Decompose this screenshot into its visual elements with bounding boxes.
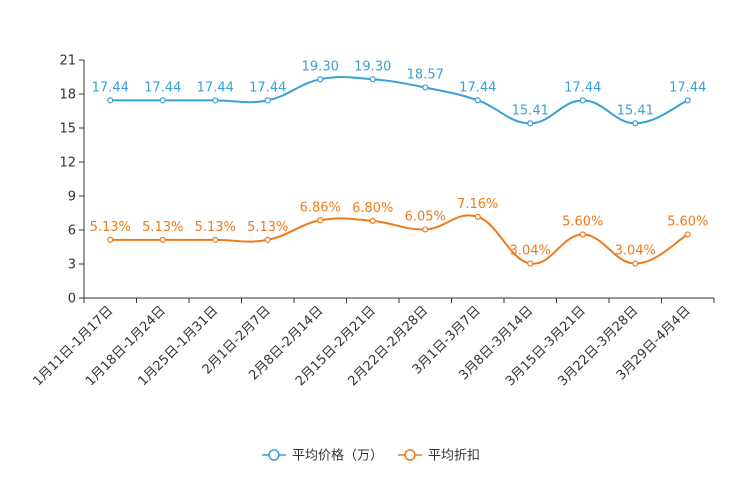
data-label: 17.44 xyxy=(249,80,286,95)
legend-marker-icon xyxy=(404,449,416,461)
data-label: 17.44 xyxy=(459,80,496,95)
data-label: 5.60% xyxy=(667,215,708,230)
data-point[interactable] xyxy=(317,76,324,83)
data-label: 3.04% xyxy=(615,244,656,259)
data-point[interactable] xyxy=(264,236,271,243)
y-tick-label: 15 xyxy=(59,122,76,137)
data-label: 5.60% xyxy=(562,215,603,230)
data-point[interactable] xyxy=(684,97,691,104)
data-label: 5.13% xyxy=(90,220,131,235)
data-label: 6.05% xyxy=(405,209,446,224)
data-label: 17.44 xyxy=(144,80,181,95)
data-point[interactable] xyxy=(107,236,114,243)
data-label: 17.44 xyxy=(564,80,601,95)
data-label: 5.13% xyxy=(142,220,183,235)
data-label: 17.44 xyxy=(92,80,129,95)
data-label: 17.44 xyxy=(197,80,234,95)
y-tick-label: 18 xyxy=(59,88,76,103)
data-label: 5.13% xyxy=(195,220,236,235)
y-tick-label: 6 xyxy=(68,224,76,239)
data-point[interactable] xyxy=(579,97,586,104)
data-point[interactable] xyxy=(159,236,166,243)
series-avg-price: 17.44 17.44 17.44 17.44 19.30 19.30 18.57 17.44… xyxy=(92,59,706,127)
data-label: 19.30 xyxy=(302,59,339,74)
data-point[interactable] xyxy=(632,120,639,127)
data-point[interactable] xyxy=(107,97,114,104)
data-point[interactable] xyxy=(684,231,691,238)
y-tick-label: 21 xyxy=(59,54,76,69)
data-point[interactable] xyxy=(474,97,481,104)
data-label: 7.16% xyxy=(457,197,498,212)
y-tick-label: 3 xyxy=(68,258,76,273)
data-label: 6.86% xyxy=(300,200,341,215)
data-point[interactable] xyxy=(422,226,429,233)
data-point[interactable] xyxy=(159,97,166,104)
legend-item[interactable]: 平均折扣 xyxy=(398,449,480,464)
series-avg-discount: 5.13% 5.13% 5.13% 5.13% 6.86% 6.80% 6.05% 7.16%… xyxy=(90,197,708,267)
data-point[interactable] xyxy=(422,84,429,91)
data-point[interactable] xyxy=(369,217,376,225)
data-point[interactable] xyxy=(212,97,219,104)
data-label: 3.04% xyxy=(510,244,551,259)
data-label: 17.44 xyxy=(669,80,706,95)
legend-label: 平均折扣 xyxy=(428,449,480,464)
data-point[interactable] xyxy=(527,120,534,127)
data-point[interactable] xyxy=(579,231,586,238)
data-label: 15.41 xyxy=(512,103,549,118)
data-label: 15.41 xyxy=(617,103,654,118)
data-point[interactable] xyxy=(317,217,324,224)
y-tick-label: 9 xyxy=(68,190,76,205)
data-point[interactable] xyxy=(474,213,481,220)
data-label: 18.57 xyxy=(407,68,444,83)
data-point[interactable] xyxy=(264,97,271,104)
legend-label: 平均价格（万） xyxy=(292,448,383,464)
data-label: 5.13% xyxy=(247,220,288,235)
y-tick-label: 0 xyxy=(68,292,76,307)
data-point[interactable] xyxy=(632,260,639,267)
legend-item[interactable]: 平均价格（万） xyxy=(262,448,383,464)
data-point[interactable] xyxy=(369,76,376,83)
y-tick-label: 12 xyxy=(59,156,76,171)
data-point[interactable] xyxy=(212,236,219,243)
data-label: 19.30 xyxy=(354,59,391,74)
data-point[interactable] xyxy=(527,260,534,267)
legend-marker-icon xyxy=(268,449,280,461)
data-label: 6.80% xyxy=(352,201,393,216)
